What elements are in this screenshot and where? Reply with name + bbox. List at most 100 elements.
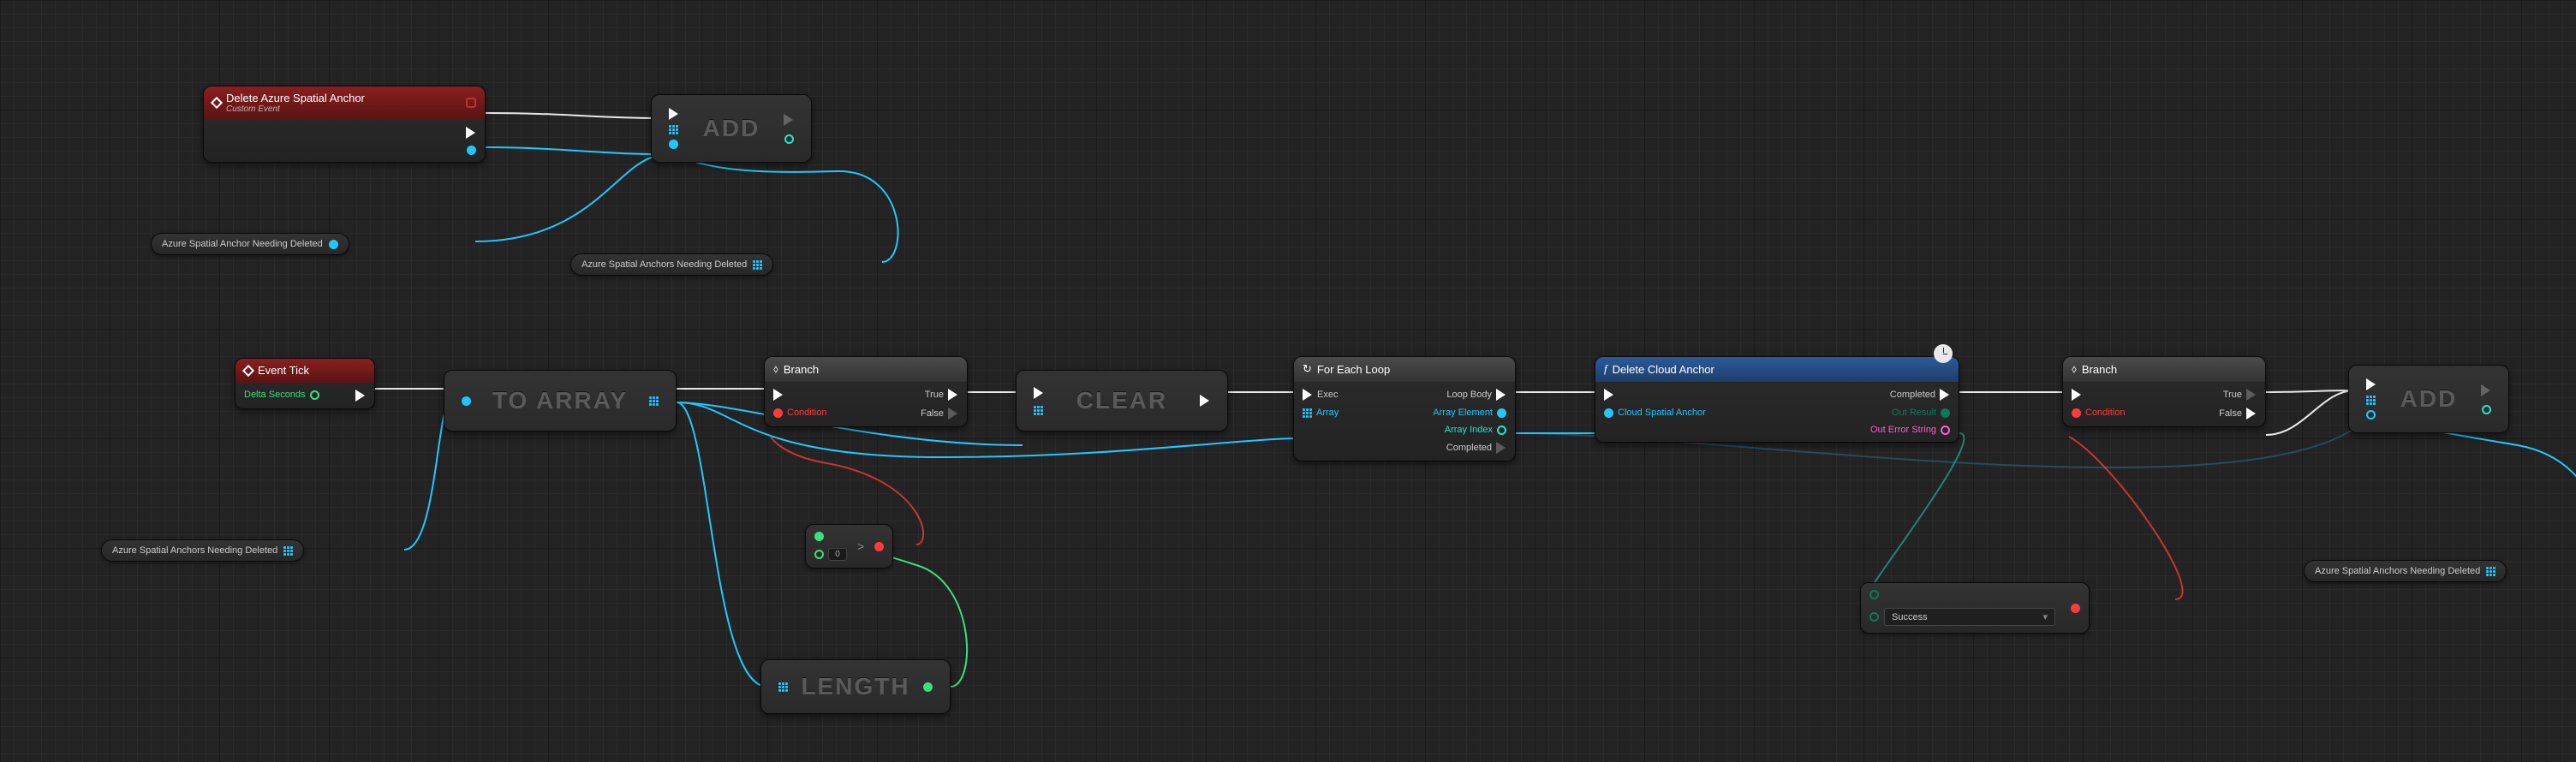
exec-out-pin[interactable] [466, 127, 476, 139]
variable-anchors-needing-deleted-1[interactable]: Azure Spatial Anchors Needing Deleted [570, 253, 773, 276]
condition-pin[interactable]: Condition [773, 408, 826, 418]
variable-anchor-needing-deleted[interactable]: Azure Spatial Anchor Needing Deleted [151, 233, 349, 255]
exec-in-pin[interactable]: Exec [1303, 389, 1339, 401]
array-in-pin[interactable] [778, 682, 788, 692]
byte-b-pin[interactable] [1869, 612, 1879, 622]
node-label: CLEAR [1076, 387, 1167, 414]
out-error-string-pin[interactable]: Out Error String [1870, 425, 1950, 435]
node-branch-2[interactable]: ⬨ Branch Condition True False [2062, 356, 2266, 427]
node-event-tick[interactable]: Event Tick Delta Seconds [235, 358, 375, 409]
int-a-pin[interactable] [814, 532, 824, 541]
node-header: Delete Azure Spatial Anchor Custom Event [204, 86, 485, 120]
cloud-anchor-pin[interactable]: Cloud Spatial Anchor [1604, 408, 1706, 418]
object-in-pin[interactable] [462, 396, 471, 406]
node-title: Delete Cloud Anchor [1613, 363, 1714, 376]
bool-out-pin[interactable] [2071, 604, 2080, 613]
node-label: ADD [703, 115, 760, 142]
object-in-pin[interactable] [2366, 410, 2376, 420]
loop-body-pin[interactable]: Loop Body [1446, 389, 1506, 401]
branch-icon: ⬨ [773, 362, 778, 376]
node-subtitle: Custom Event [226, 104, 365, 114]
exec-in-pin[interactable] [669, 108, 679, 120]
variable-label: Azure Spatial Anchors Needing Deleted [2315, 566, 2480, 576]
array-out-pin[interactable] [2486, 567, 2496, 576]
node-delete-cloud-anchor[interactable]: f Delete Cloud Anchor Cloud Spatial Anch… [1595, 356, 1959, 443]
exec-out-pin[interactable] [355, 390, 366, 402]
exec-out-pin[interactable] [784, 114, 794, 126]
node-header: ⬨ Branch [2063, 357, 2265, 382]
completed-pin[interactable]: Completed [1446, 442, 1506, 454]
latent-clock-icon [1934, 344, 1953, 363]
exec-in-pin[interactable] [2072, 389, 2125, 401]
variable-label: Azure Spatial Anchors Needing Deleted [581, 259, 747, 270]
array-element-pin[interactable]: Array Element [1433, 408, 1506, 418]
node-clear[interactable]: CLEAR [1016, 370, 1228, 432]
int-b-pin[interactable] [814, 550, 824, 559]
byte-a-pin[interactable] [1869, 590, 1879, 599]
int-out-pin[interactable] [2482, 405, 2491, 414]
node-add-2[interactable]: ADD [2348, 365, 2509, 433]
operator-label: > [857, 539, 864, 553]
true-pin[interactable]: True [925, 389, 958, 401]
node-label: ADD [2400, 385, 2458, 413]
array-in-pin[interactable] [1034, 406, 1043, 415]
completed-pin[interactable]: Completed [1890, 389, 1950, 401]
int-out-pin[interactable] [784, 134, 794, 144]
exec-in-pin[interactable] [2366, 378, 2376, 390]
int-out-pin[interactable] [923, 682, 933, 692]
exec-out-pin[interactable] [2481, 384, 2491, 396]
array-in-pin[interactable] [669, 125, 678, 134]
delta-seconds-pin[interactable]: Delta Seconds [244, 390, 319, 400]
variable-anchors-needing-deleted-3[interactable]: Azure Spatial Anchors Needing Deleted [2304, 560, 2507, 582]
array-out-pin[interactable] [753, 260, 762, 270]
node-title: Branch [784, 363, 819, 376]
branch-icon: ⬨ [2072, 362, 2077, 376]
out-result-pin[interactable]: Out Result [1892, 408, 1950, 418]
exec-out-pin[interactable] [1200, 395, 1210, 407]
exec-in-pin[interactable] [773, 389, 826, 401]
node-title: Branch [2082, 363, 2117, 376]
exec-in-pin[interactable] [1604, 389, 1706, 401]
variable-anchors-needing-deleted-2[interactable]: Azure Spatial Anchors Needing Deleted [101, 539, 304, 562]
array-out-pin[interactable] [283, 546, 293, 556]
event-diamond-icon [242, 364, 254, 376]
object-in-pin[interactable] [669, 140, 678, 149]
node-label: TO ARRAY [492, 387, 628, 414]
array-in-pin[interactable] [2366, 396, 2376, 405]
node-header: ⬨ Branch [765, 357, 967, 382]
node-equal-enum[interactable]: Success [1860, 582, 2090, 634]
node-label: LENGTH [801, 673, 909, 700]
array-index-pin[interactable]: Array Index [1445, 425, 1506, 435]
loop-icon: ↻ [1303, 362, 1312, 376]
false-pin[interactable]: False [921, 408, 958, 420]
node-header: ↻ For Each Loop [1294, 357, 1515, 382]
variable-label: Azure Spatial Anchor Needing Deleted [162, 239, 323, 249]
function-icon: f [1604, 362, 1607, 376]
node-title: For Each Loop [1317, 363, 1390, 376]
bool-out-pin[interactable] [874, 542, 884, 551]
object-out-pin[interactable] [467, 146, 476, 155]
enum-dropdown[interactable]: Success [1884, 608, 2055, 626]
node-branch-1[interactable]: ⬨ Branch Condition True False [764, 356, 968, 427]
node-delete-azure-spatial-anchor[interactable]: Delete Azure Spatial Anchor Custom Event [203, 86, 486, 163]
variable-label: Azure Spatial Anchors Needing Deleted [112, 545, 277, 556]
true-pin[interactable]: True [2223, 389, 2257, 401]
exec-in-pin[interactable] [1034, 387, 1044, 399]
condition-pin[interactable]: Condition [2072, 408, 2125, 418]
array-out-pin[interactable] [649, 396, 659, 406]
delegate-pin-icon[interactable] [466, 98, 476, 108]
array-in-pin[interactable]: Array [1303, 408, 1339, 418]
node-to-array[interactable]: TO ARRAY [444, 370, 677, 432]
node-header: f Delete Cloud Anchor [1595, 357, 1959, 382]
node-greater-than[interactable]: 0 > [805, 524, 893, 569]
node-title: Delete Azure Spatial Anchor [226, 92, 365, 104]
node-foreach-loop[interactable]: ↻ For Each Loop Exec Array Loop Body Arr… [1293, 356, 1516, 461]
node-title: Event Tick [258, 364, 309, 377]
node-add-1[interactable]: ADD [651, 94, 812, 163]
event-diamond-icon [211, 97, 223, 109]
object-out-pin[interactable] [329, 240, 338, 249]
false-pin[interactable]: False [2219, 408, 2257, 420]
node-header: Event Tick [236, 359, 374, 383]
default-value[interactable]: 0 [828, 548, 847, 561]
node-length[interactable]: LENGTH [760, 659, 951, 714]
